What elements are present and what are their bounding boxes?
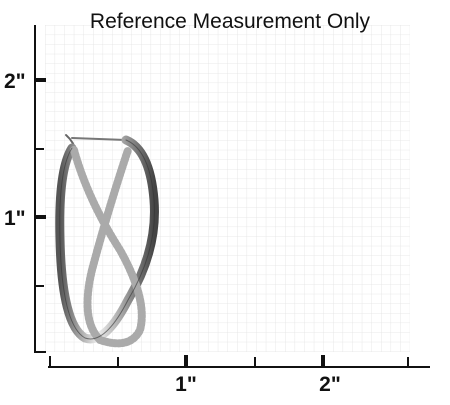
y-label: 2" (4, 70, 26, 93)
x-label: 1" (175, 373, 197, 396)
grid (45, 25, 410, 352)
earring (55, 134, 159, 348)
y-ruler: 2" 1" (4, 25, 46, 353)
x-label: 2" (319, 373, 341, 396)
y-label: 1" (4, 207, 26, 230)
x-ruler: 1" 2" (48, 355, 430, 396)
title: Reference Measurement Only (90, 10, 371, 33)
